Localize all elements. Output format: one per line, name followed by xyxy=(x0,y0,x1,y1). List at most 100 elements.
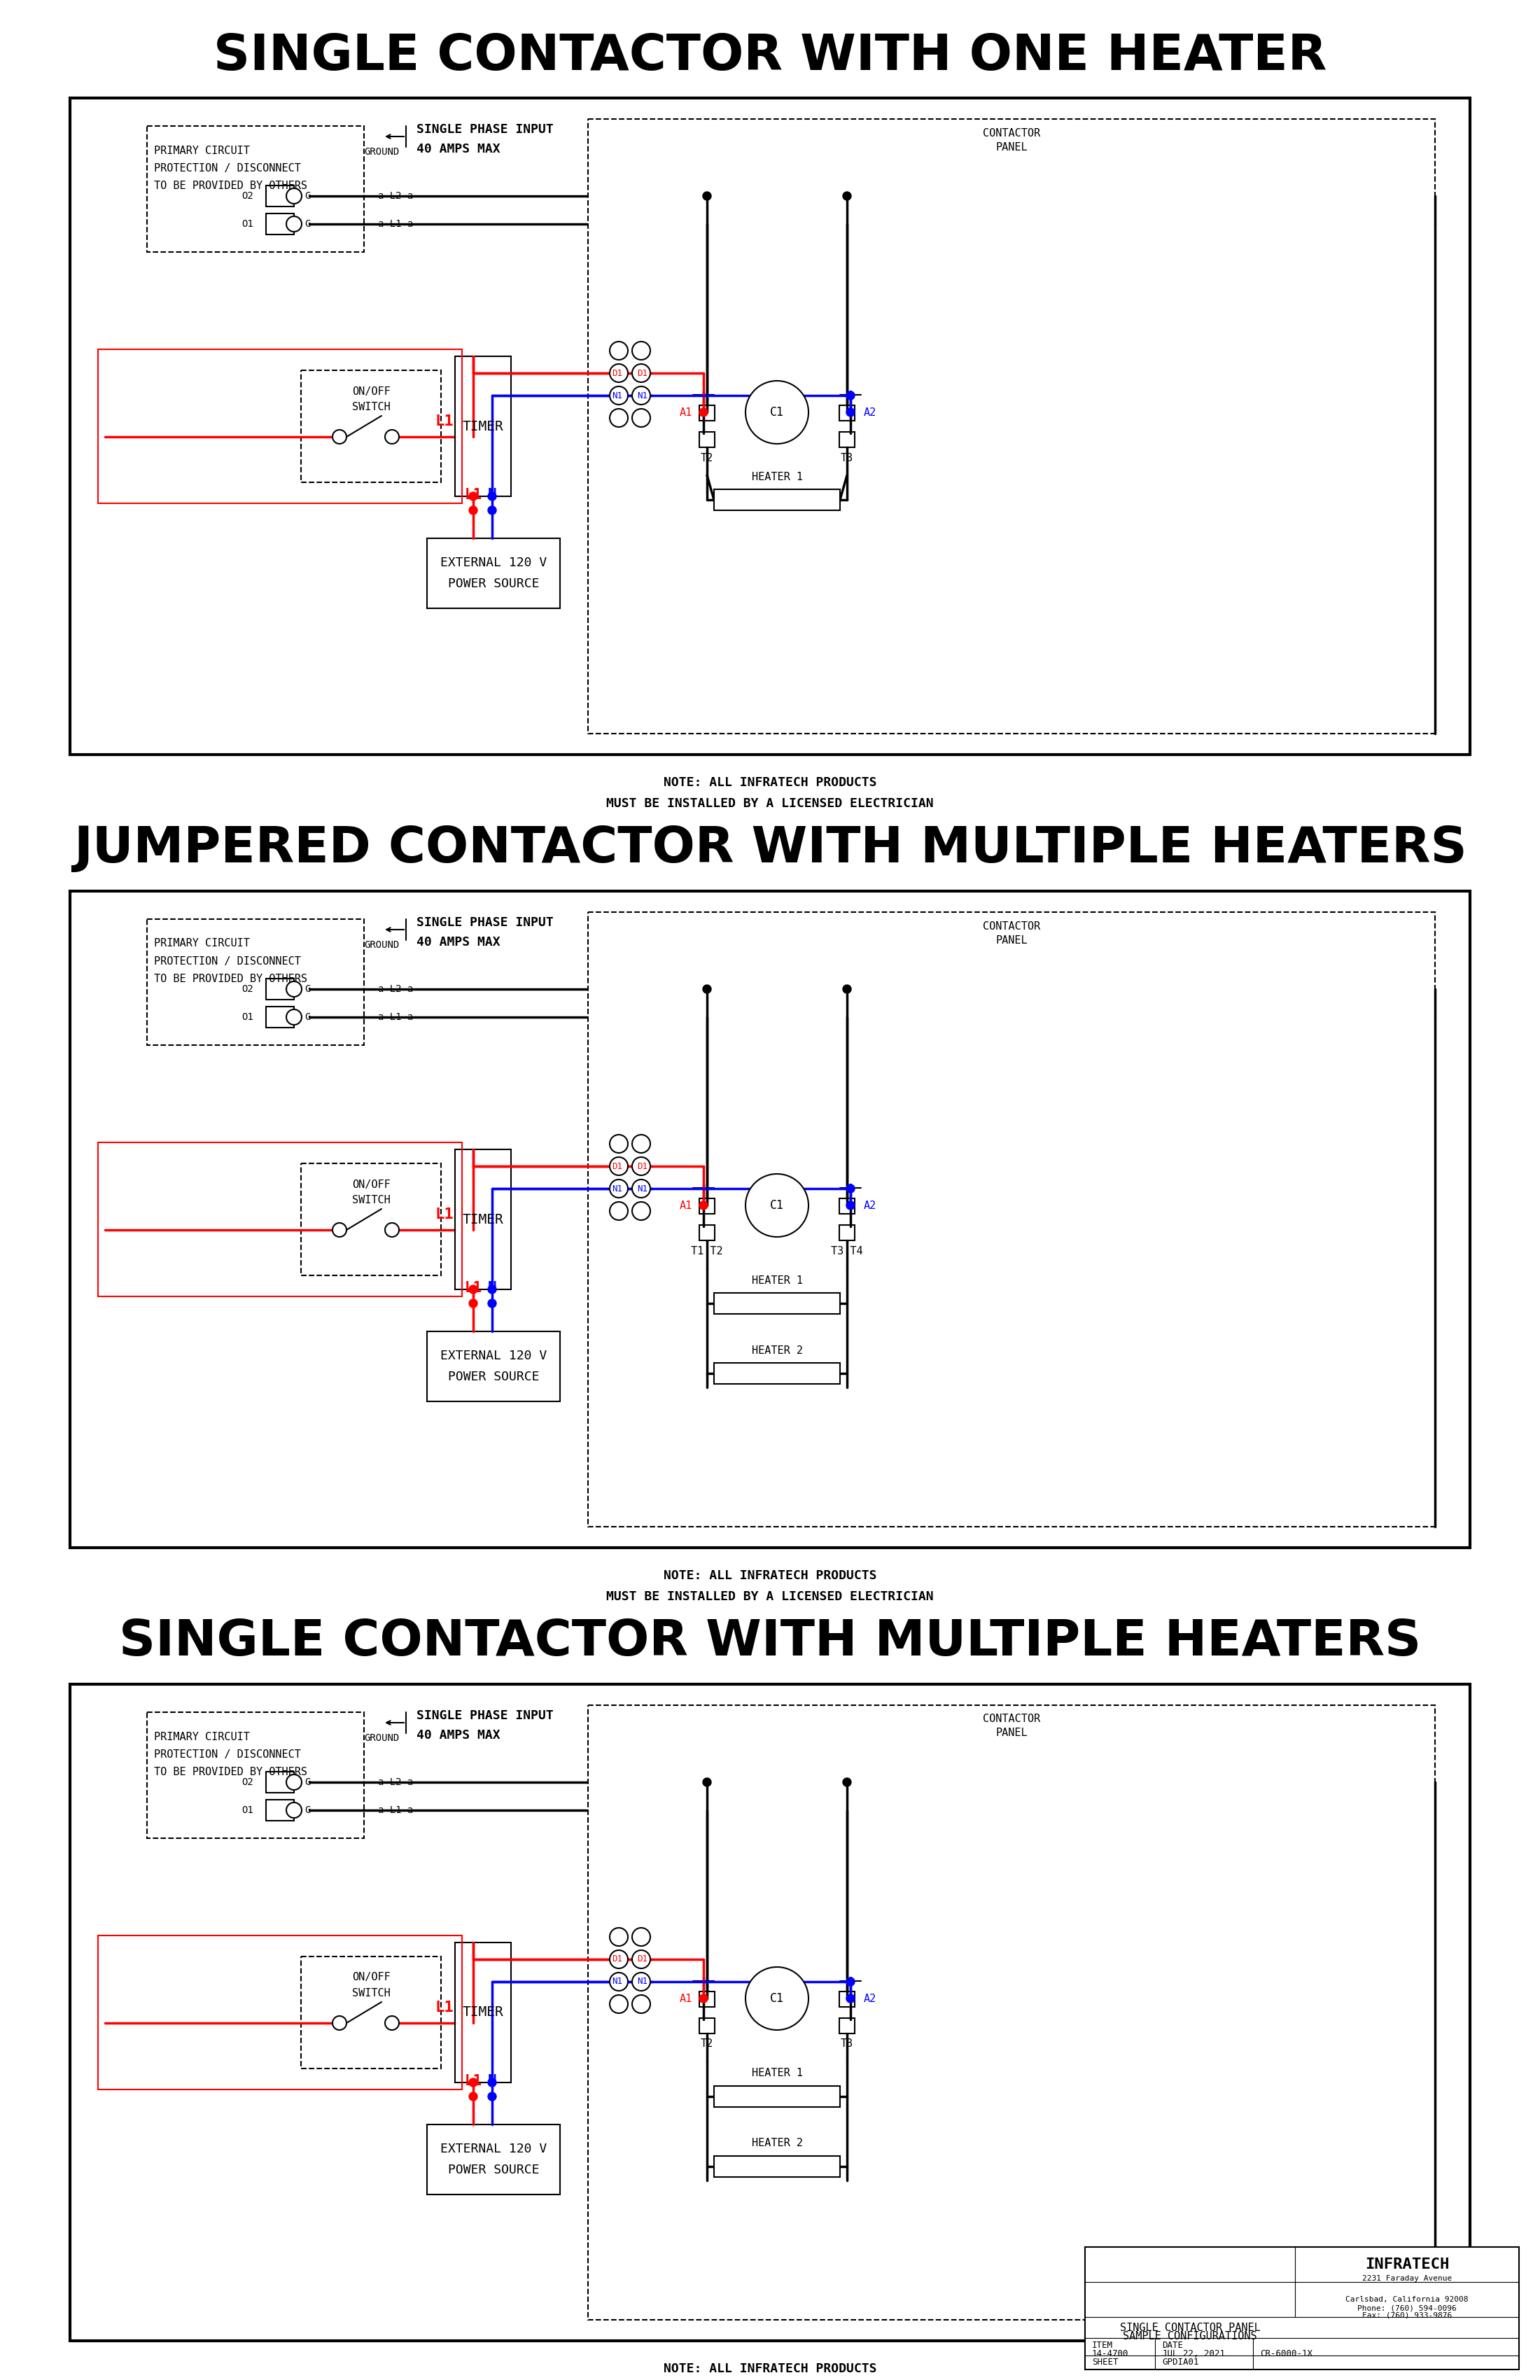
Bar xyxy=(266,978,294,1000)
Bar xyxy=(300,371,440,483)
Text: NOTE: ALL INFRATECH PRODUCTS: NOTE: ALL INFRATECH PRODUCTS xyxy=(664,776,876,788)
Text: SINGLE PHASE INPUT: SINGLE PHASE INPUT xyxy=(416,1709,553,1723)
Text: T1 T2: T1 T2 xyxy=(691,1245,722,1257)
Bar xyxy=(699,1226,715,1240)
Circle shape xyxy=(333,1223,346,1238)
Text: PANEL: PANEL xyxy=(995,935,1027,945)
Bar xyxy=(146,1711,363,1837)
Bar xyxy=(839,405,855,421)
Text: CONTACTOR: CONTACTOR xyxy=(983,129,1040,138)
Text: N: N xyxy=(488,2073,496,2087)
Text: SINGLE PHASE INPUT: SINGLE PHASE INPUT xyxy=(416,124,553,136)
Bar xyxy=(266,214,294,236)
Text: PROTECTION / DISCONNECT: PROTECTION / DISCONNECT xyxy=(154,957,300,966)
Bar xyxy=(266,186,294,207)
Bar xyxy=(715,490,839,509)
Text: N1: N1 xyxy=(638,390,648,400)
Text: JUMPERED CONTACTOR WITH MULTIPLE HEATERS: JUMPERED CONTACTOR WITH MULTIPLE HEATERS xyxy=(74,826,1466,873)
Text: a L1 a: a L1 a xyxy=(377,1011,413,1021)
Circle shape xyxy=(631,1928,650,1947)
Text: PRIMARY CIRCUIT: PRIMARY CIRCUIT xyxy=(154,938,249,950)
Circle shape xyxy=(286,188,302,205)
Circle shape xyxy=(699,1994,708,2002)
Text: A2: A2 xyxy=(864,407,876,416)
Text: Phone: (760) 594-0096: Phone: (760) 594-0096 xyxy=(1357,2306,1457,2311)
Circle shape xyxy=(631,1135,650,1152)
Circle shape xyxy=(842,985,852,992)
Bar xyxy=(454,1942,511,2082)
Text: CR-6000-1X: CR-6000-1X xyxy=(1260,2349,1312,2359)
Text: A1: A1 xyxy=(679,1200,693,1211)
Text: L1: L1 xyxy=(436,414,454,428)
Circle shape xyxy=(488,1299,496,1307)
Text: SINGLE CONTACTOR PANEL: SINGLE CONTACTOR PANEL xyxy=(1120,2323,1260,2332)
Bar xyxy=(146,126,363,252)
Text: T3: T3 xyxy=(841,2040,853,2049)
Circle shape xyxy=(847,1994,855,2002)
Text: G: G xyxy=(305,1806,311,1816)
Text: 40 AMPS MAX: 40 AMPS MAX xyxy=(416,1728,500,1742)
Bar xyxy=(588,119,1435,733)
Bar xyxy=(454,1150,511,1290)
Text: N1: N1 xyxy=(613,1185,622,1192)
Text: SINGLE CONTACTOR WITH MULTIPLE HEATERS: SINGLE CONTACTOR WITH MULTIPLE HEATERS xyxy=(119,1618,1421,1666)
Circle shape xyxy=(610,409,628,426)
Text: NOTE: ALL INFRATECH PRODUCTS: NOTE: ALL INFRATECH PRODUCTS xyxy=(664,2363,876,2375)
Text: INFRATECH: INFRATECH xyxy=(1364,2259,1449,2271)
Text: N: N xyxy=(488,488,496,502)
Text: N1: N1 xyxy=(638,1185,648,1192)
Text: GROUND: GROUND xyxy=(363,148,399,157)
Circle shape xyxy=(631,1949,650,1968)
Circle shape xyxy=(699,1202,708,1209)
Circle shape xyxy=(470,1285,477,1295)
Circle shape xyxy=(610,364,628,383)
Circle shape xyxy=(631,1180,650,1197)
Circle shape xyxy=(631,364,650,383)
Text: T3 T4: T3 T4 xyxy=(832,1245,862,1257)
Text: 40 AMPS MAX: 40 AMPS MAX xyxy=(416,143,500,155)
Circle shape xyxy=(333,2016,346,2030)
Text: PANEL: PANEL xyxy=(995,143,1027,152)
Bar xyxy=(588,1704,1435,2320)
Text: 14-4700: 14-4700 xyxy=(1092,2349,1129,2359)
Bar xyxy=(69,1685,1471,2342)
Text: L1: L1 xyxy=(465,2073,482,2087)
Circle shape xyxy=(470,493,477,500)
Text: D1: D1 xyxy=(613,1161,622,1171)
Circle shape xyxy=(631,343,650,359)
Text: EXTERNAL 120 V: EXTERNAL 120 V xyxy=(440,1349,547,1361)
Bar xyxy=(715,2085,839,2106)
Text: G: G xyxy=(305,190,311,200)
Text: 2231 Faraday Avenue: 2231 Faraday Avenue xyxy=(1361,2275,1452,2282)
Text: HEATER 1: HEATER 1 xyxy=(752,471,802,483)
Circle shape xyxy=(610,1994,628,2013)
Circle shape xyxy=(610,1180,628,1197)
Circle shape xyxy=(385,2016,399,2030)
Bar xyxy=(454,357,511,497)
Text: HEATER 1: HEATER 1 xyxy=(752,1276,802,1285)
Circle shape xyxy=(488,1285,496,1295)
Bar xyxy=(699,2018,715,2033)
Bar xyxy=(300,1956,440,2068)
Text: L1: L1 xyxy=(465,1280,482,1295)
Circle shape xyxy=(631,1157,650,1176)
Text: EXTERNAL 120 V: EXTERNAL 120 V xyxy=(440,2142,547,2156)
Text: a L2 a: a L2 a xyxy=(377,1778,413,1787)
Circle shape xyxy=(702,1778,711,1787)
Text: HEATER 1: HEATER 1 xyxy=(752,2068,802,2078)
Circle shape xyxy=(470,2078,477,2087)
Circle shape xyxy=(286,1802,302,1818)
Text: ON/OFF: ON/OFF xyxy=(351,1973,390,1983)
Text: ON/OFF: ON/OFF xyxy=(351,1178,390,1190)
Text: POWER SOURCE: POWER SOURCE xyxy=(448,2163,539,2175)
Circle shape xyxy=(745,1966,808,2030)
Circle shape xyxy=(385,1223,399,1238)
Text: G: G xyxy=(305,1011,311,1021)
Text: C1: C1 xyxy=(770,1200,784,1211)
Bar xyxy=(715,1292,839,1314)
Circle shape xyxy=(286,1775,302,1790)
Text: Carlsbad, California 92008: Carlsbad, California 92008 xyxy=(1346,2297,1469,2304)
Circle shape xyxy=(631,409,650,426)
Text: ON/OFF: ON/OFF xyxy=(351,386,390,397)
Bar xyxy=(839,1226,855,1240)
